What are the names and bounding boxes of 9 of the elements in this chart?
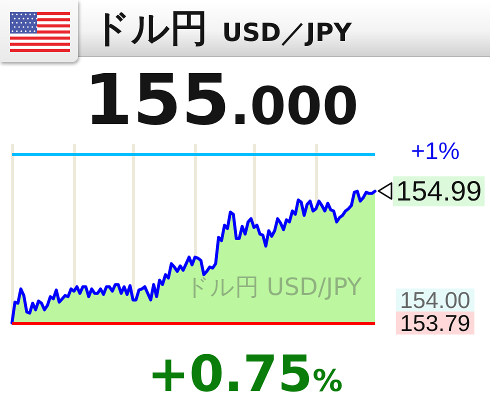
text: +0.75% xyxy=(147,345,343,403)
data-label: 154.99 xyxy=(396,176,482,207)
chart-title: ドル円 xyxy=(92,6,208,50)
text: 155.000 xyxy=(84,59,358,141)
y-tick-label: 153.79 xyxy=(400,310,470,336)
chart-subtitle: USD／JPY xyxy=(222,18,352,47)
y-tick-label: 154.00 xyxy=(400,286,470,313)
annotation: ドル円 USD/JPY xyxy=(185,272,362,302)
text: +1% xyxy=(411,138,460,165)
